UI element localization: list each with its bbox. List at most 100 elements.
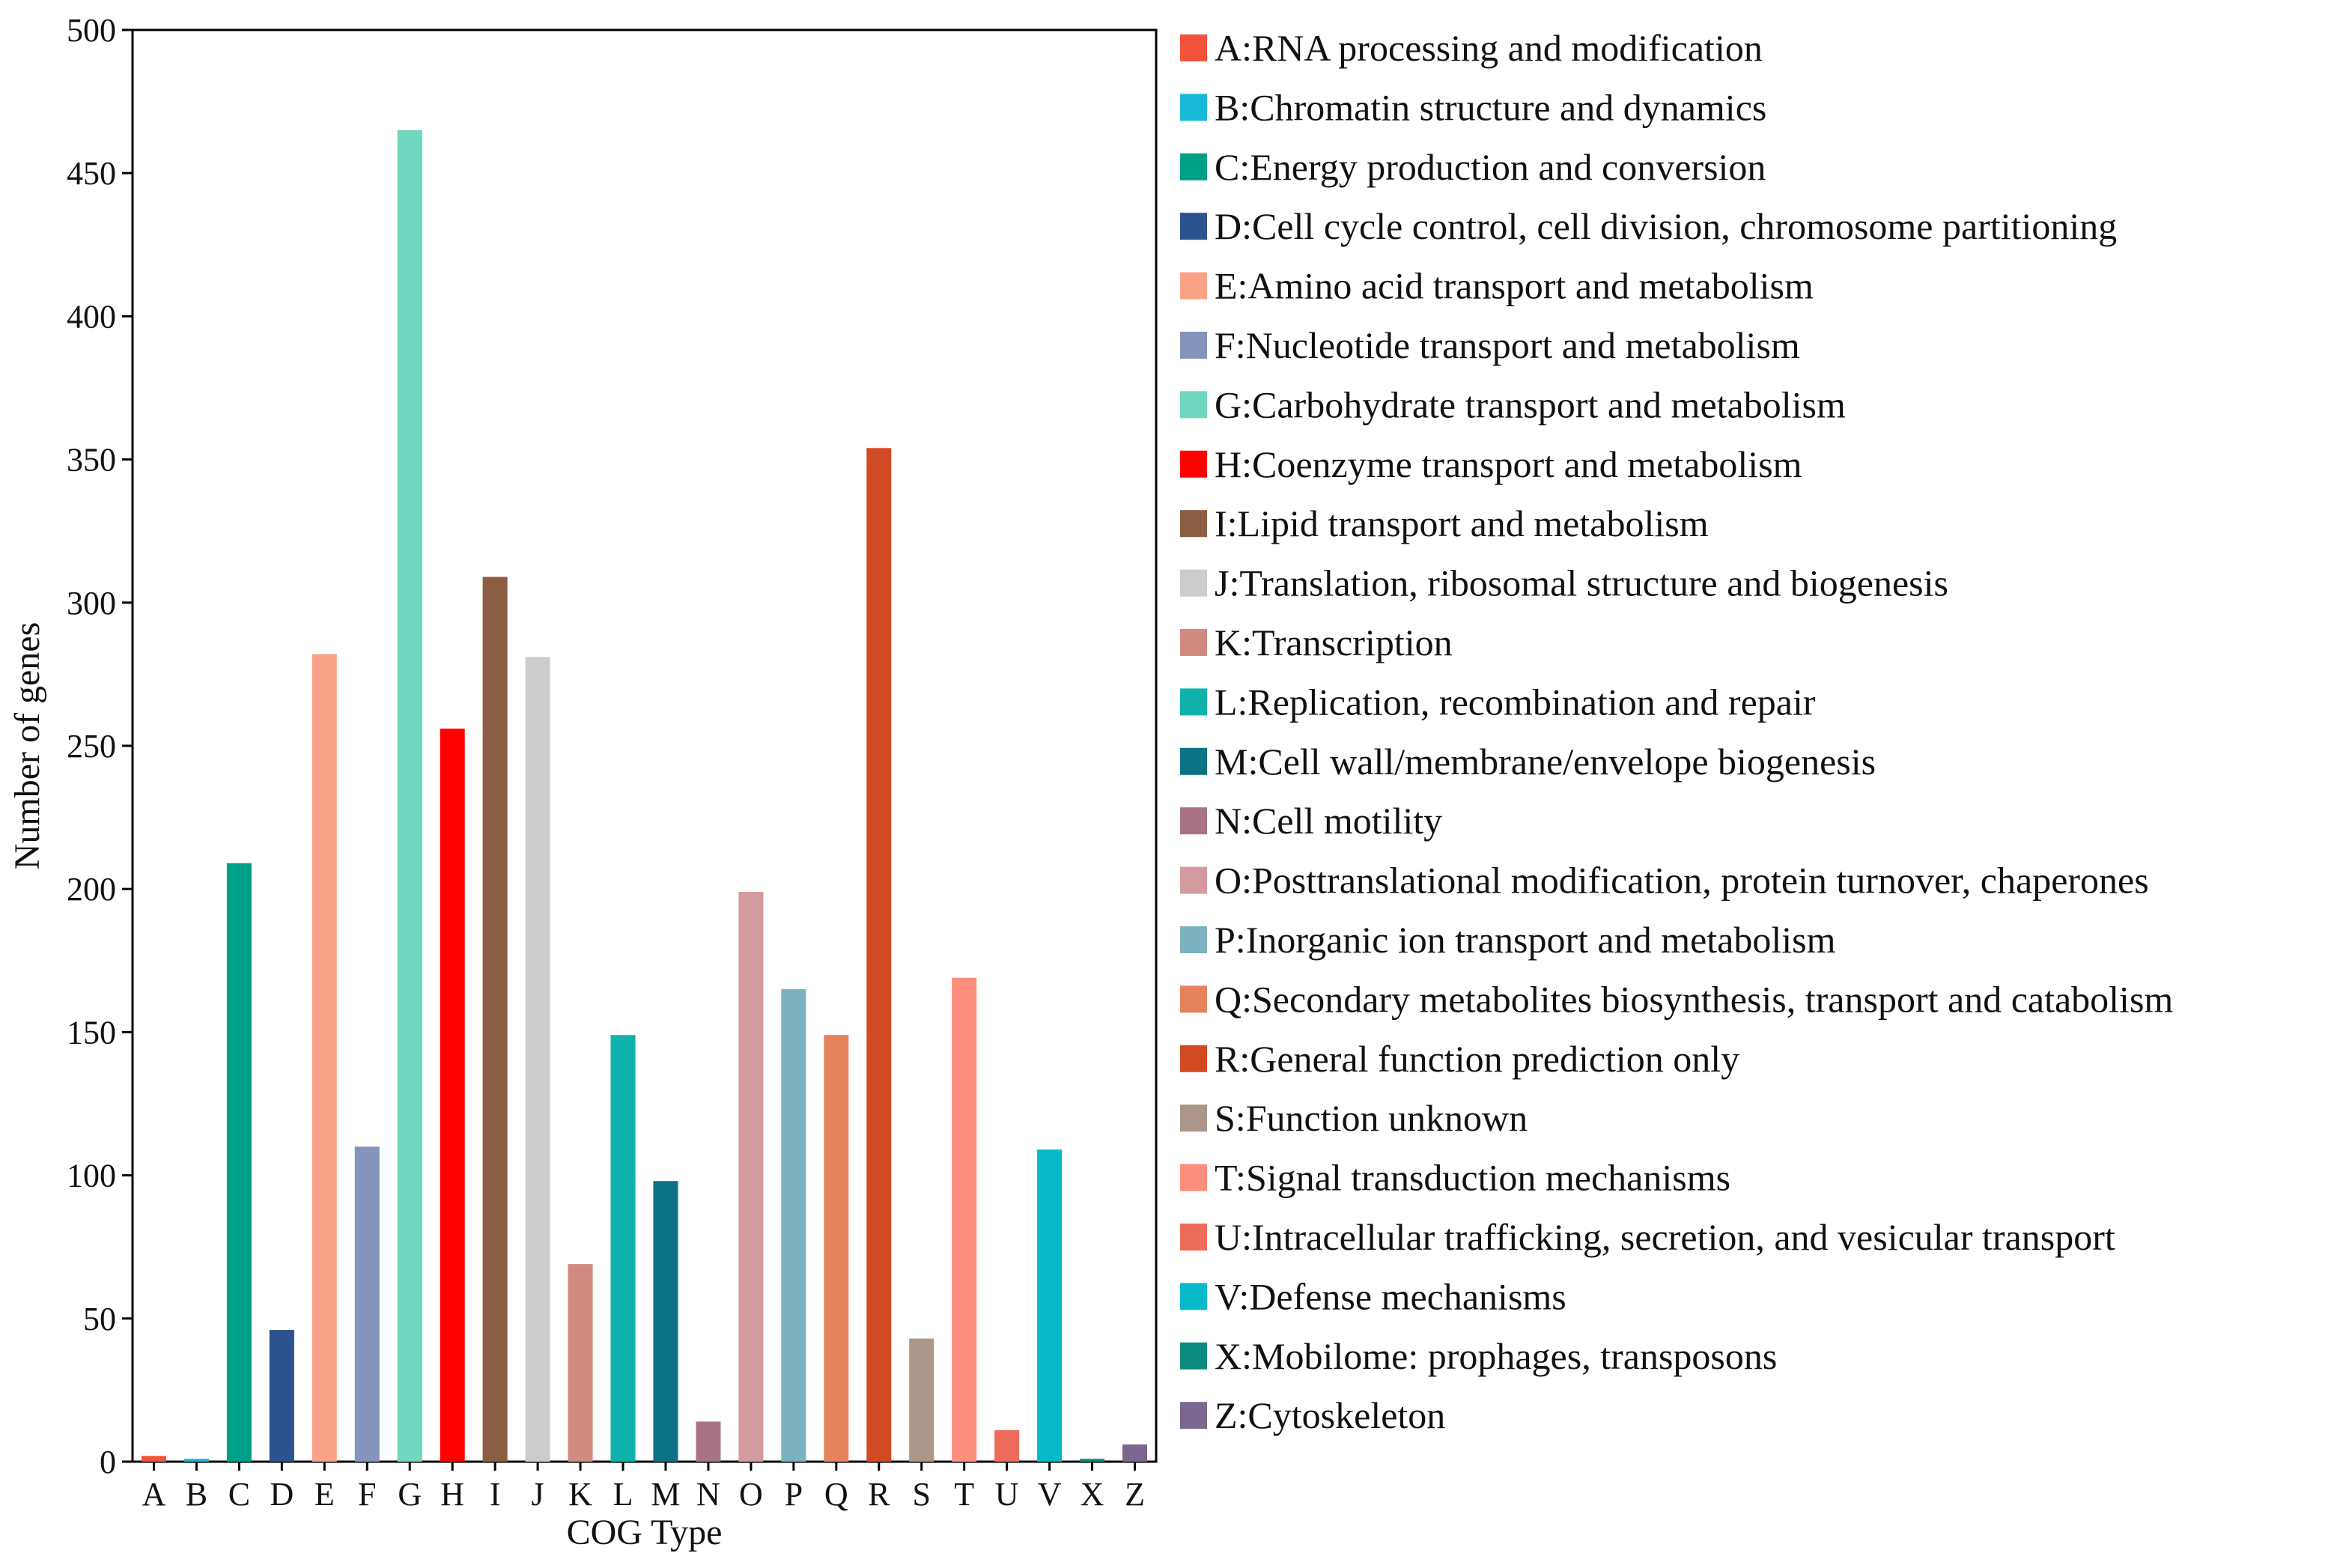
x-tick-label: P (785, 1476, 803, 1513)
x-tick-label: R (868, 1476, 890, 1513)
legend-swatch (1180, 1104, 1207, 1132)
legend-swatch (1180, 985, 1207, 1013)
bar-T (952, 977, 977, 1462)
y-tick-label: 150 (67, 1014, 116, 1051)
x-tick-label: U (995, 1476, 1019, 1513)
x-tick-label: X (1081, 1476, 1104, 1513)
legend-swatch (1180, 332, 1207, 359)
x-tick-label: L (613, 1476, 633, 1513)
legend-swatch (1180, 1342, 1207, 1370)
legend-label: E:Amino acid transport and metabolism (1215, 265, 1814, 307)
legend-label: Z:Cytoskeleton (1215, 1394, 1445, 1436)
legend-label: P:Inorganic ion transport and metabolism (1215, 919, 1836, 961)
legend-label: L:Replication, recombination and repair (1215, 681, 1816, 723)
legend-swatch (1180, 1045, 1207, 1072)
plot-area: 0 50 100 150 200 250 300 350 400 450 500 A B C D E F G H I J… (67, 12, 1158, 1513)
legend-swatch (1180, 391, 1207, 419)
bar-H (440, 729, 465, 1462)
legend-swatch (1180, 866, 1207, 894)
x-tick-label: K (568, 1476, 592, 1513)
legend-label: T:Signal transduction mechanisms (1215, 1157, 1730, 1199)
y-tick-label: 50 (83, 1301, 116, 1337)
x-tick-label: Z (1125, 1476, 1145, 1513)
legend-swatch (1180, 747, 1207, 775)
legend-swatch (1180, 629, 1207, 656)
x-tick-label: N (696, 1476, 720, 1513)
bar-C (226, 863, 252, 1462)
x-tick-label: M (651, 1476, 680, 1513)
legend-swatch (1180, 807, 1207, 835)
y-tick-label: 450 (67, 155, 116, 192)
legend-swatch (1180, 926, 1207, 953)
legend-label: I:Lipid transport and metabolism (1215, 502, 1709, 544)
x-tick-label: B (186, 1476, 207, 1513)
legend-swatch (1180, 1224, 1207, 1251)
bar-Q (824, 1035, 849, 1462)
y-axis-title: Number of genes (7, 622, 47, 870)
bar-G (397, 130, 422, 1462)
legend-swatch (1180, 34, 1207, 61)
bar-U (994, 1429, 1020, 1462)
y-tick-label: 350 (67, 442, 116, 478)
legend-label: K:Transcription (1215, 622, 1453, 663)
legend-swatch (1180, 272, 1207, 300)
legend-label: N:Cell motility (1215, 800, 1442, 842)
legend-swatch (1180, 688, 1207, 716)
legend-label: M:Cell wall/membrane/envelope biogenesis (1215, 741, 1876, 783)
bar-B (183, 1459, 209, 1462)
bar-A (141, 1456, 166, 1462)
x-tick-label: D (270, 1476, 294, 1513)
bar-Z (1122, 1444, 1148, 1462)
y-tick-label: 300 (67, 585, 116, 622)
legend-label: C:Energy production and conversion (1215, 146, 1766, 188)
bar-O (738, 892, 764, 1462)
legend-swatch (1180, 510, 1207, 538)
legend-label: B:Chromatin structure and dynamics (1215, 86, 1766, 128)
legend-label: A:RNA processing and modification (1215, 27, 1763, 69)
bar-D (269, 1330, 294, 1462)
legend-swatch (1180, 213, 1207, 240)
legend-swatch (1180, 1164, 1207, 1191)
y-tick-label: 0 (100, 1444, 116, 1480)
x-axis-title: COG Type (567, 1513, 723, 1552)
legend-label: R:General function prediction only (1215, 1038, 1739, 1080)
bar-V (1037, 1149, 1063, 1462)
x-tick-label: S (912, 1476, 930, 1513)
x-tick-label: J (532, 1476, 544, 1513)
y-tick-label: 500 (67, 12, 116, 49)
y-tick-label: 100 (67, 1158, 116, 1194)
legend: A:RNA processing and modification B:Chrom… (1180, 27, 2173, 1436)
legend-label: S:Function unknown (1215, 1097, 1528, 1139)
bar-F (354, 1146, 380, 1462)
bar-P (781, 989, 806, 1462)
y-tick-label: 250 (67, 728, 116, 765)
x-tick-label: H (440, 1476, 464, 1513)
x-tick-label: G (398, 1476, 422, 1513)
plot-frame (131, 28, 1158, 1463)
x-tick-label: E (314, 1476, 335, 1513)
legend-swatch (1180, 94, 1207, 121)
bar-I (482, 577, 508, 1462)
legend-label: Q:Secondary metabolites biosynthesis, tr… (1215, 978, 2173, 1020)
legend-label: G:Carbohydrate transport and metabolism (1215, 383, 1846, 425)
bar-E (311, 654, 337, 1462)
bar-J (525, 657, 550, 1462)
bar-K (568, 1264, 593, 1462)
legend-swatch (1180, 1402, 1207, 1429)
y-tick-label: 200 (67, 871, 116, 908)
legend-swatch (1180, 1283, 1207, 1310)
x-tick-label: A (142, 1476, 166, 1513)
x-tick-label: V (1038, 1476, 1062, 1513)
legend-label: H:Coenzyme transport and metabolism (1215, 443, 1802, 485)
bar-M (653, 1181, 678, 1462)
x-tick-label: T (954, 1476, 974, 1513)
legend-swatch (1180, 450, 1207, 478)
bar-S (909, 1338, 934, 1462)
legend-label: V:Defense mechanisms (1215, 1275, 1566, 1317)
legend-label: X:Mobilome: prophages, transposons (1215, 1335, 1777, 1377)
legend-swatch (1180, 569, 1207, 597)
legend-label: J:Translation, ribosomal structure and b… (1215, 562, 1948, 604)
y-tick-label: 400 (67, 298, 116, 335)
